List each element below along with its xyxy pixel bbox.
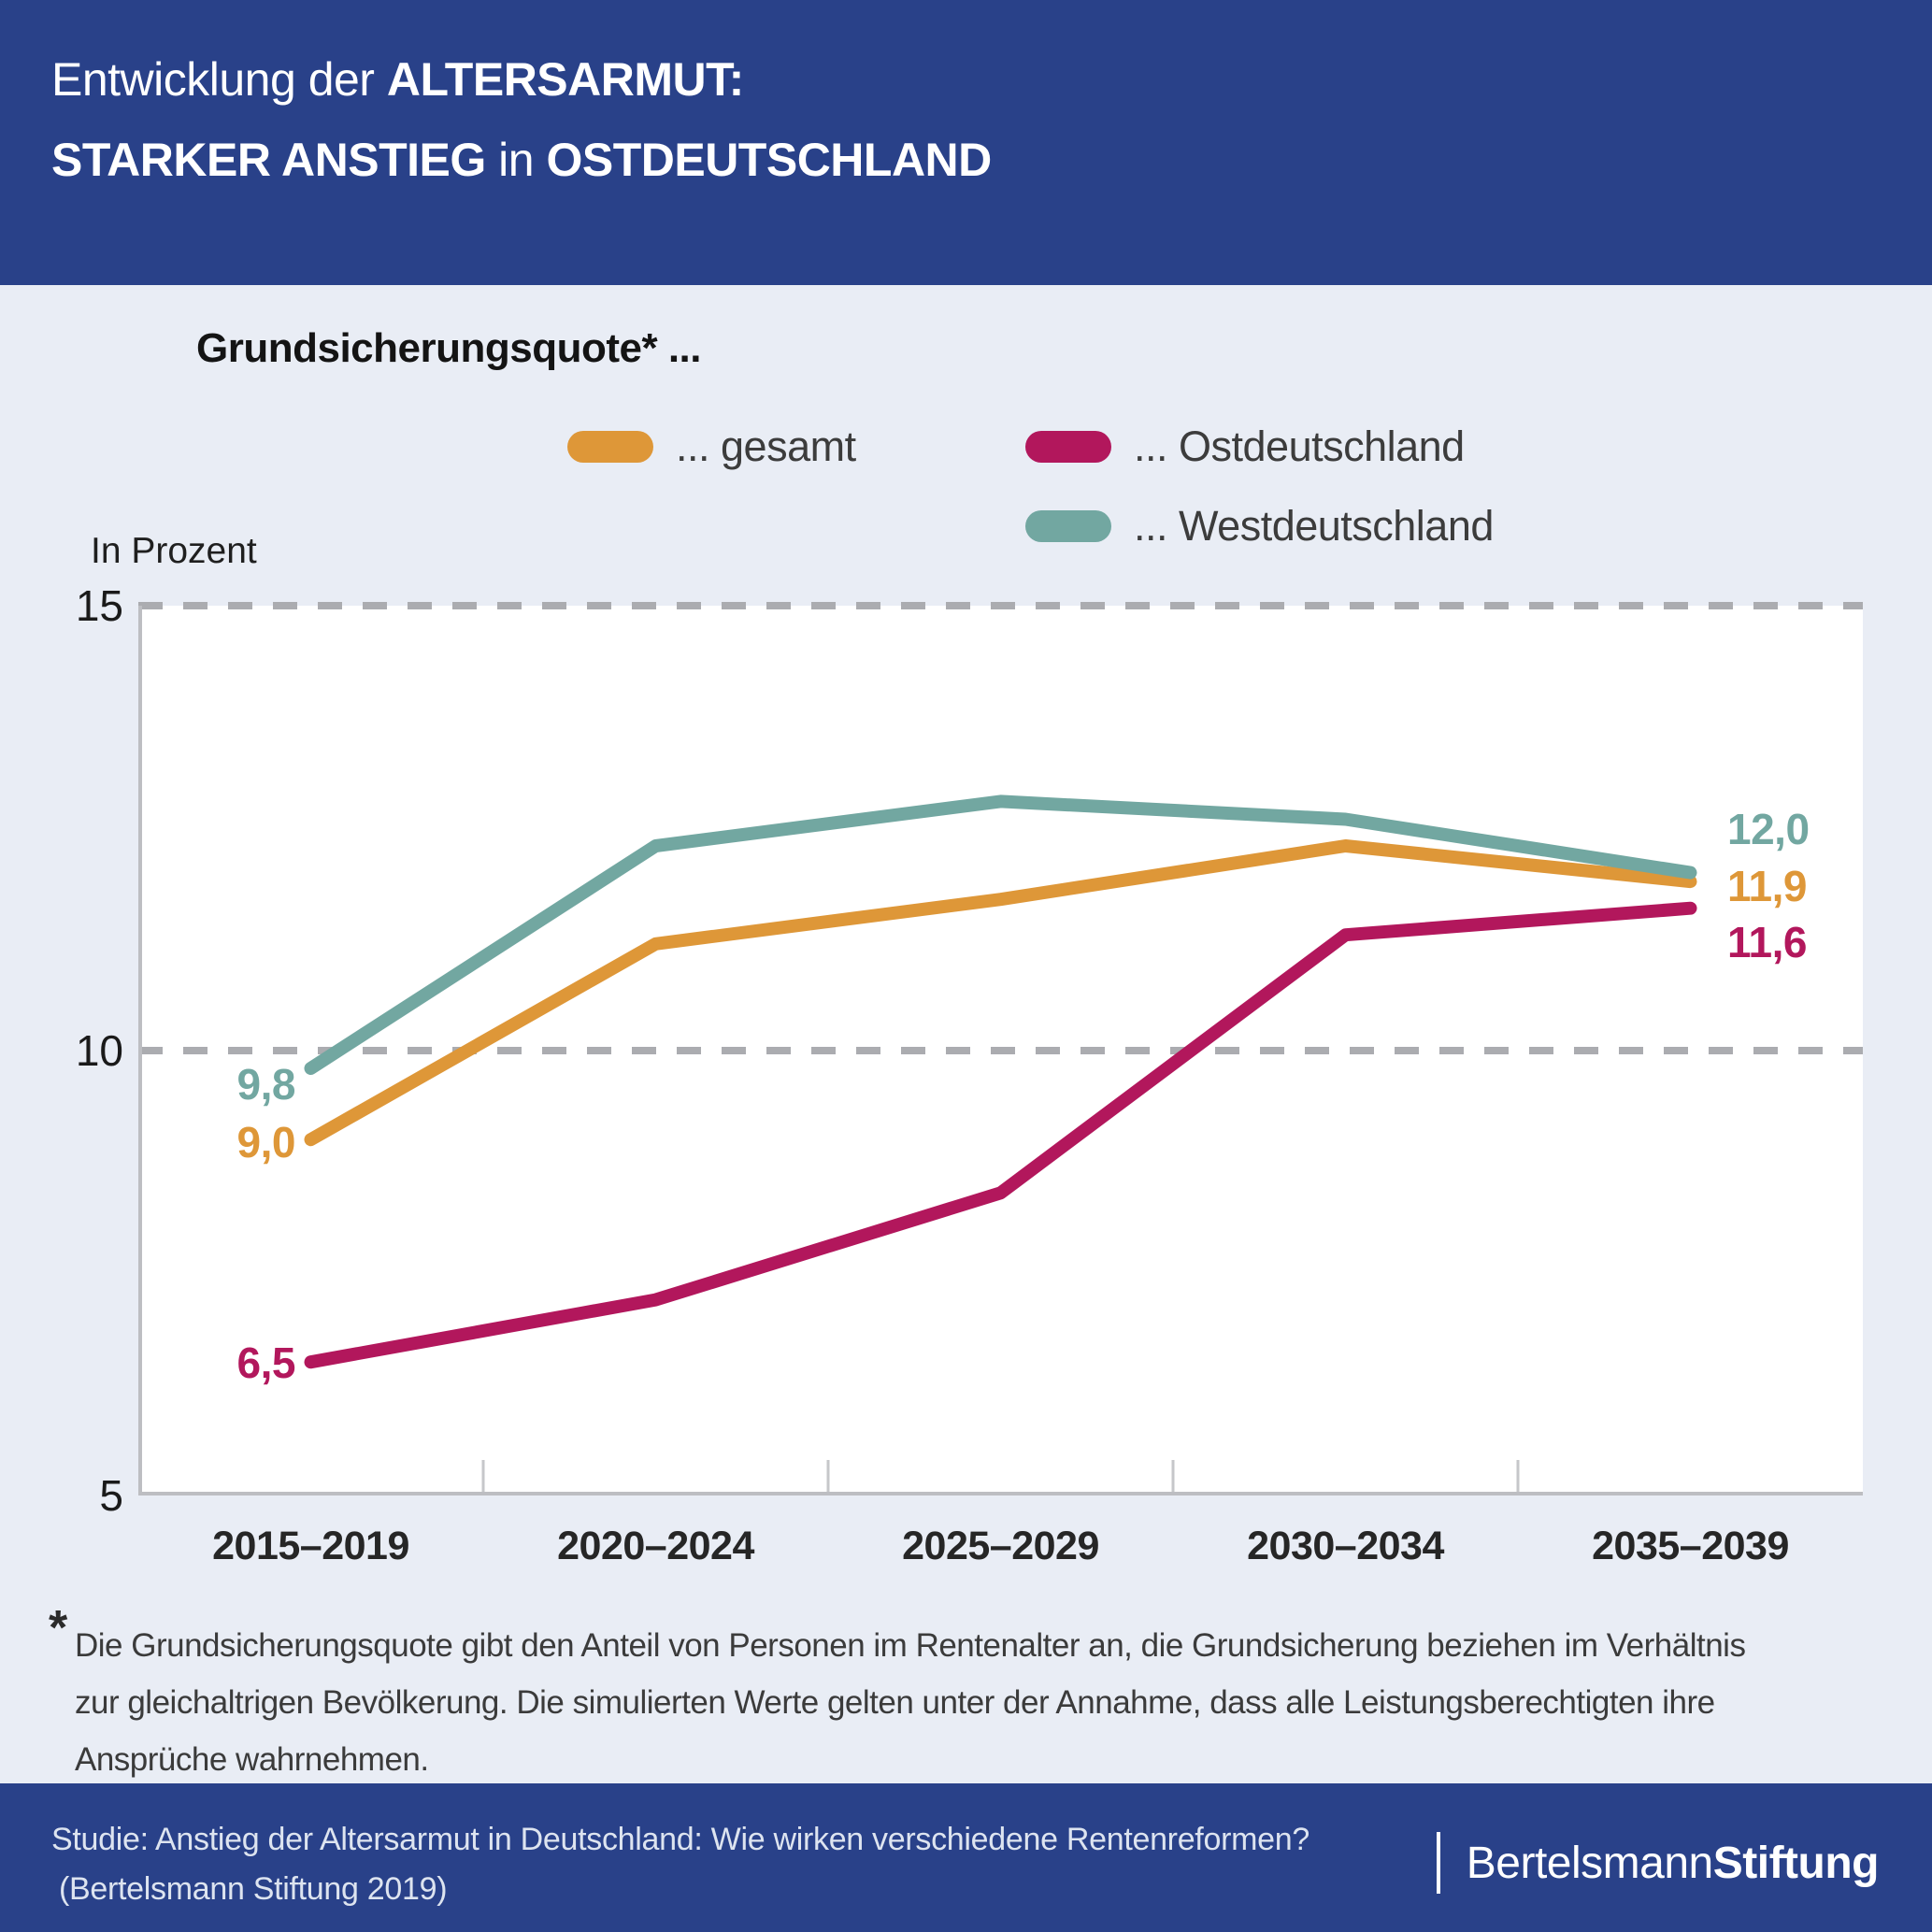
x-tick-label: 2035–2039 (1592, 1524, 1789, 1568)
footnote-text: Die Grundsicherungsquote gibt den Anteil… (75, 1617, 1746, 1788)
source-reference: Studie: Anstieg der Altersarmut in Deuts… (51, 1815, 1309, 1914)
chart-title: Grundsicherungsquote* ... (196, 325, 702, 371)
footnote-asterisk: * (49, 1601, 68, 1655)
bertelsmann-stiftung-logo: BertelsmannStiftung (1436, 1832, 1880, 1894)
logo-text-regular: Bertelsmann (1466, 1838, 1713, 1888)
series-line-westdeutschland (304, 794, 1697, 1075)
source-line1: Studie: Anstieg der Altersarmut in Deuts… (51, 1822, 1309, 1857)
legend-item-ostdeutschland: ... Ostdeutschland (1025, 422, 1465, 471)
footnote-line: Ansprüche wahrnehmen. (75, 1741, 429, 1778)
x-tick-label: 2030–2034 (1247, 1524, 1444, 1568)
legend-label-ostdeutschland: ... Ostdeutschland (1134, 422, 1465, 470)
source-line2: (Bertelsmann Stiftung 2019) (59, 1871, 448, 1907)
value-label-end-ostdeutschland: 11,6 (1727, 917, 1808, 966)
value-label-start-westdeutschland: 9,8 (236, 1060, 296, 1109)
header-banner: Entwicklung der ALTERSARMUT: STARKER ANS… (0, 0, 1932, 285)
value-label-end-westdeutschland: 12,0 (1727, 804, 1810, 853)
logo-text: BertelsmannStiftung (1466, 1838, 1880, 1889)
title-text-bold: OSTDEUTSCHLAND (546, 134, 992, 186)
y-axis-unit-label: In Prozent (91, 531, 257, 571)
legend-label-westdeutschland: ... Westdeutschland (1134, 502, 1494, 550)
y-tick-label-5: 5 (99, 1471, 123, 1520)
value-label-start-gesamt: 9,0 (236, 1118, 296, 1167)
title-text-bold: STARKER ANSTIEG (51, 134, 486, 186)
title-text-regular: Entwicklung der (51, 53, 387, 106)
x-tick-label: 2025–2029 (902, 1524, 1099, 1568)
footnote-line: zur gleichaltrigen Bevölkerung. Die simu… (75, 1684, 1715, 1721)
x-tick-label: 2015–2019 (212, 1524, 409, 1568)
y-tick-label-15: 15 (75, 581, 123, 630)
logo-text-bold: Stiftung (1712, 1838, 1880, 1888)
value-label-end-gesamt: 11,9 (1727, 862, 1808, 911)
legend-swatch-gesamt (567, 431, 653, 463)
footnote-line: Die Grundsicherungsquote gibt den Anteil… (75, 1627, 1746, 1664)
x-tick-label: 2020–2024 (557, 1524, 754, 1568)
footer-banner: Studie: Anstieg der Altersarmut in Deuts… (0, 1783, 1932, 1932)
logo-divider-bar (1436, 1832, 1440, 1894)
series-line-ostdeutschland (304, 901, 1697, 1369)
title-text-regular: in (485, 134, 547, 186)
series-line-gesamt (304, 839, 1697, 1147)
page-title-line1: Entwicklung der ALTERSARMUT: (51, 54, 1881, 105)
legend-item-westdeutschland: ... Westdeutschland (1025, 502, 1494, 551)
page-title-line2: STARKER ANSTIEG in OSTDEUTSCHLAND (51, 135, 1881, 185)
legend-item-gesamt: ... gesamt (567, 422, 856, 471)
title-text-bold: ALTERSARMUT: (386, 53, 744, 106)
legend-swatch-westdeutschland (1025, 510, 1111, 542)
legend-label-gesamt: ... gesamt (676, 422, 856, 470)
value-label-start-ostdeutschland: 6,5 (236, 1338, 296, 1388)
legend-swatch-ostdeutschland (1025, 431, 1111, 463)
y-tick-label-10: 10 (75, 1026, 123, 1075)
